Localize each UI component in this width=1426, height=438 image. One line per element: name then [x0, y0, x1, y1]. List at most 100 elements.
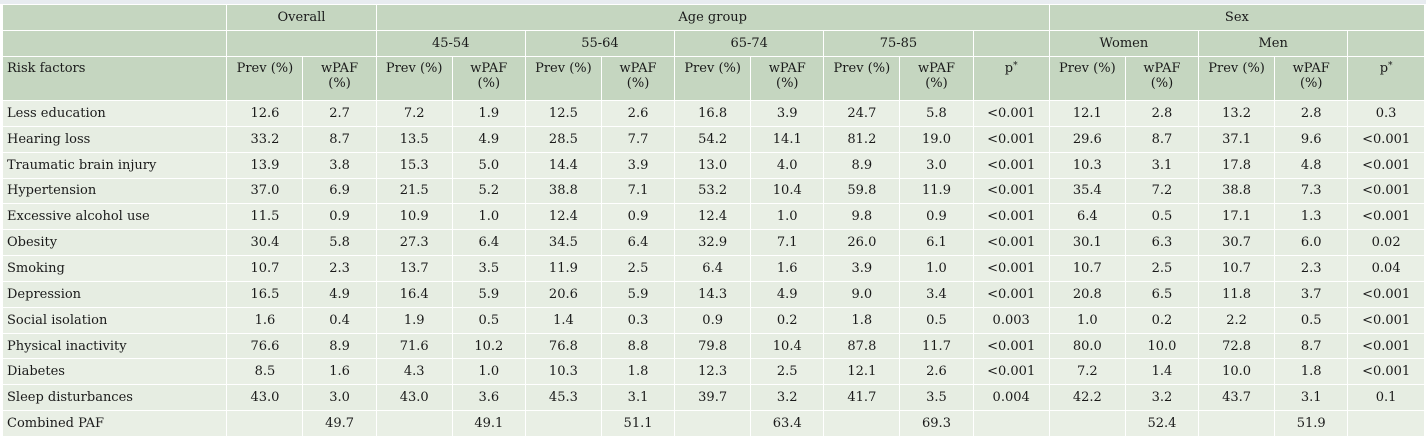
table-cell: 33.2 — [226, 125, 303, 153]
table-cell: 3.0 — [899, 151, 974, 179]
header-wpaf-unit: (%) — [776, 76, 799, 91]
table-row: Hearing loss 33.2 8.7 13.5 4.9 28.5 7.7 54.2 14.… — [1, 125, 1424, 153]
table-cell: 13.0 — [674, 151, 751, 179]
table-row: Obesity 30.4 5.8 27.3 6.4 34.5 6.4 32.9 7.1 26.0 6… — [1, 229, 1424, 256]
table-cell: 2.5 — [750, 358, 824, 385]
table-cell: 28.5 — [524, 125, 602, 153]
table-cell: 34.5 — [524, 229, 602, 256]
table-cell: 4.9 — [451, 125, 526, 153]
table-row: Hypertension 37.0 6.9 21.5 5.2 38.8 7.1 53.2 10.… — [1, 177, 1424, 204]
table-cell: 1.8 — [600, 358, 675, 385]
table-cell: 54.2 — [674, 125, 751, 153]
table-cell: 11.9 — [899, 177, 974, 204]
header-prev: Prev (%) — [375, 56, 453, 101]
header-p-value: p* — [972, 56, 1050, 101]
table-cell: 4.0 — [750, 151, 824, 179]
table-cell: 38.8 — [524, 177, 602, 204]
table-cell: 8.7 — [1274, 332, 1348, 359]
table-cell: 2.6 — [600, 100, 675, 127]
table-cell: 7.2 — [375, 100, 453, 127]
table-cell: 0.004 — [972, 384, 1050, 411]
table-cell: 15.3 — [375, 151, 453, 179]
table-cell — [823, 410, 900, 436]
table-cell: 3.0 — [302, 384, 377, 411]
table-cell: 7.2 — [1124, 177, 1199, 204]
risk-factor-table: Overall Age group Sex 45-54 55-64 65-74 … — [1, 4, 1424, 436]
table-cell — [375, 410, 453, 436]
table-cell: <0.001 — [972, 125, 1050, 153]
header-wpaf: wPAF (%) — [1124, 56, 1199, 101]
risk-factor-label: Physical inactivity — [1, 332, 227, 359]
table-cell: 72.8 — [1198, 332, 1275, 359]
table-cell: 26.0 — [823, 229, 900, 256]
header-age-group: Age group — [375, 4, 1050, 31]
header-age-75-85: 75-85 — [823, 30, 974, 57]
table-cell: 6.4 — [600, 229, 675, 256]
table-row: Social isolation 1.6 0.4 1.9 0.5 1.4 0.3 0.9 0.2… — [1, 306, 1424, 334]
table-cell: 10.0 — [1124, 332, 1199, 359]
table-cell: 5.9 — [600, 280, 675, 308]
table-cell: <0.001 — [1347, 358, 1424, 385]
table-cell: <0.001 — [1347, 125, 1424, 153]
table-cell: 69.3 — [899, 410, 974, 436]
table-cell: 2.6 — [899, 358, 974, 385]
risk-factor-label: Hearing loss — [1, 125, 227, 153]
table-cell: 19.0 — [899, 125, 974, 153]
header-wpaf: wPAF (%) — [451, 56, 526, 101]
table-cell: 12.5 — [524, 100, 602, 127]
table-cell: 6.4 — [451, 229, 526, 256]
table-cell: 2.3 — [1274, 255, 1348, 282]
table-cell: 1.9 — [375, 306, 453, 334]
table-row: Sleep disturbances 43.0 3.0 43.0 3.6 45.3 3.1 3… — [1, 384, 1424, 411]
table-cell: 0.02 — [1347, 229, 1424, 256]
table-cell: <0.001 — [1347, 151, 1424, 179]
table-cell: 41.7 — [823, 384, 900, 411]
caption-strip — [0, 0, 1426, 4]
table-cell: 4.9 — [750, 280, 824, 308]
table-cell: 4.3 — [375, 358, 453, 385]
table-cell: 1.8 — [823, 306, 900, 334]
table-cell: 4.9 — [302, 280, 377, 308]
table-cell: 0.3 — [1347, 100, 1424, 127]
table-cell: 13.7 — [375, 255, 453, 282]
table-cell: 0.9 — [600, 203, 675, 230]
risk-factor-label: Sleep disturbances — [1, 384, 227, 411]
table-cell: 1.0 — [1048, 306, 1126, 334]
header-empty — [1, 30, 227, 57]
table-cell: 2.8 — [1124, 100, 1199, 127]
header-p-label: p — [1379, 61, 1389, 76]
header-corner — [1, 4, 227, 31]
table-cell: <0.001 — [1347, 306, 1424, 334]
table-cell: 7.7 — [600, 125, 675, 153]
header-wpaf-label: wPAF — [917, 61, 956, 76]
table-cell: 79.8 — [674, 332, 751, 359]
table-cell: 39.7 — [674, 384, 751, 411]
table-row: Combined PAF 49.7 49.1 51.1 63.4 69.3 52.4 51.9 — [1, 410, 1424, 436]
table-cell: 12.4 — [674, 203, 751, 230]
header-wpaf-unit: (%) — [1299, 76, 1323, 91]
table-cell: 0.4 — [302, 306, 377, 334]
table-cell: 30.1 — [1048, 229, 1126, 256]
table-cell: 1.4 — [1124, 358, 1199, 385]
table-cell: <0.001 — [972, 100, 1050, 127]
table-cell — [674, 410, 751, 436]
table-cell: <0.001 — [972, 358, 1050, 385]
table-cell: 20.8 — [1048, 280, 1126, 308]
table-cell: 8.5 — [226, 358, 303, 385]
table-cell: 13.2 — [1198, 100, 1275, 127]
table-cell: 2.5 — [600, 255, 675, 282]
table-cell: 51.9 — [1274, 410, 1348, 436]
table-cell: 7.2 — [1048, 358, 1126, 385]
table-cell: 27.3 — [375, 229, 453, 256]
table-cell: 63.4 — [750, 410, 824, 436]
header-wpaf-unit: (%) — [925, 76, 948, 91]
table-cell: 0.04 — [1347, 255, 1424, 282]
table-cell — [1198, 410, 1275, 436]
header-wpaf: wPAF (%) — [750, 56, 824, 101]
table-cell: 5.8 — [899, 100, 974, 127]
table-cell: 1.3 — [1274, 203, 1348, 230]
table-cell: 5.9 — [451, 280, 526, 308]
table-cell: 43.0 — [375, 384, 453, 411]
header-p-asterisk: * — [1013, 61, 1018, 71]
table-cell: <0.001 — [972, 151, 1050, 179]
